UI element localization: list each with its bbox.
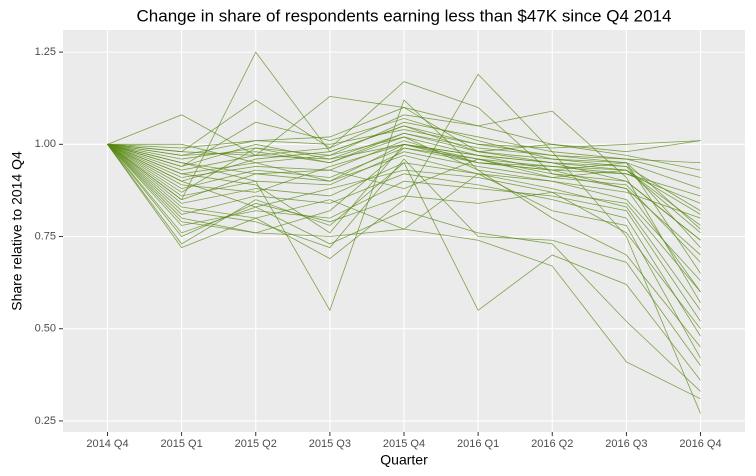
series-line xyxy=(107,73,701,414)
series-line xyxy=(107,107,701,171)
x-tick-label: 2016 Q3 xyxy=(605,438,647,450)
series-line xyxy=(107,143,701,311)
series-line xyxy=(107,144,701,337)
y-tick-label: 1.25 xyxy=(35,46,56,58)
series-line xyxy=(107,140,701,234)
x-tick-label: 2015 Q2 xyxy=(235,438,277,450)
lines-layer xyxy=(107,51,701,414)
series-line xyxy=(107,144,701,215)
x-tick-label: 2014 Q4 xyxy=(86,438,128,450)
series-line xyxy=(107,99,701,348)
series-line xyxy=(107,81,701,293)
series-line xyxy=(107,144,701,282)
y-tick-label: 0.25 xyxy=(35,415,56,427)
x-tick-label: 2016 Q2 xyxy=(531,438,573,450)
x-tick-label: 2015 Q4 xyxy=(383,438,425,450)
x-tick-label: 2016 Q4 xyxy=(679,438,721,450)
y-tick-label: 1.00 xyxy=(35,138,56,150)
chart-title: Change in share of respondents earning l… xyxy=(137,6,672,25)
series-line xyxy=(107,110,701,304)
x-tick-label: 2016 Q1 xyxy=(457,438,499,450)
series-line xyxy=(107,144,701,359)
series-line xyxy=(107,143,701,241)
y-axis-title: Share relative to 2014 Q4 xyxy=(9,151,25,311)
series-line xyxy=(107,144,701,329)
series-line xyxy=(107,144,701,392)
x-axis-title: Quarter xyxy=(380,452,428,468)
x-tick-label: 2015 Q3 xyxy=(309,438,351,450)
x-tick-label: 2015 Q1 xyxy=(161,438,203,450)
y-tick-label: 0.50 xyxy=(35,323,56,335)
y-tick-label: 0.75 xyxy=(35,230,56,242)
series-line xyxy=(107,144,701,322)
series-line xyxy=(107,129,701,149)
series-line xyxy=(107,144,701,366)
grid-layer xyxy=(63,30,745,432)
series-line xyxy=(107,118,701,274)
series-line xyxy=(107,121,701,178)
series-line xyxy=(107,143,701,293)
